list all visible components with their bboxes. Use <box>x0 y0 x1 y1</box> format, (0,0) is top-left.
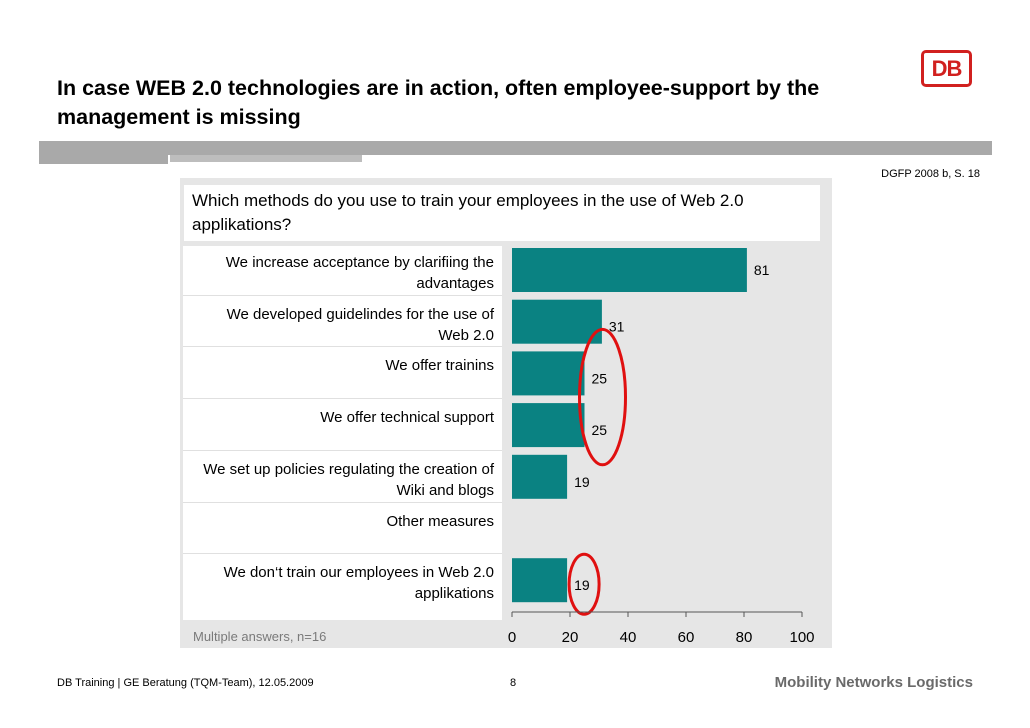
category-label: We developed guidelindes for the use of … <box>226 305 494 344</box>
category-label: We offer technical support <box>320 409 494 427</box>
bar <box>512 558 568 603</box>
highlight-circle <box>578 327 627 467</box>
sample-note: Multiple answers, n=16 <box>193 629 327 644</box>
source-citation: DGFP 2008 b, S. 18 <box>881 168 980 180</box>
bar <box>512 403 585 448</box>
x-tick-label: 0 <box>508 629 516 646</box>
footer-brand: Mobility Networks Logistics <box>774 674 973 691</box>
category-label: Other measures <box>386 512 494 530</box>
x-tick-label: 20 <box>562 629 579 646</box>
bar <box>512 351 585 396</box>
row-divider <box>183 449 502 451</box>
page-number: 8 <box>510 677 517 689</box>
x-tick-label: 40 <box>620 629 637 646</box>
value-label: 25 <box>592 422 608 438</box>
row-divider <box>183 501 502 503</box>
db-logo-text: DB <box>931 55 963 81</box>
value-label: 19 <box>574 474 590 490</box>
header-band-tab-left <box>39 155 168 164</box>
x-tick-label: 100 <box>789 629 814 646</box>
db-logo: DB <box>921 50 972 87</box>
value-label: 25 <box>592 370 608 386</box>
highlight-circle <box>567 552 601 616</box>
chart-question: Which methods do you use to train your e… <box>184 185 820 241</box>
category-label: We set up policies regulating the creati… <box>203 460 494 499</box>
x-tick-label: 60 <box>678 629 695 646</box>
category-label: We increase acceptance by clarifiing the… <box>225 254 494 292</box>
value-label: 19 <box>574 577 590 593</box>
category-label: We don‘t train our employees in Web 2.0 … <box>223 564 494 603</box>
category-label: We offer trainins <box>385 357 494 375</box>
bar <box>512 299 602 344</box>
row-divider <box>183 553 502 555</box>
row-divider <box>183 294 502 296</box>
header-band-tab-right <box>170 155 362 162</box>
row-divider <box>183 346 502 348</box>
header-band <box>39 141 992 155</box>
footer-left: DB Training | GE Beratung (TQM-Team), 12… <box>57 677 314 689</box>
page-title: In case WEB 2.0 technologies are in acti… <box>57 76 820 129</box>
bar <box>512 454 568 499</box>
bar <box>512 248 747 292</box>
value-label: 31 <box>609 319 625 335</box>
x-tick-label: 80 <box>736 629 753 646</box>
value-label: 81 <box>754 262 770 278</box>
category-labels-panel: We increase acceptance by clarifiing the… <box>183 246 502 620</box>
row-divider <box>183 398 502 400</box>
